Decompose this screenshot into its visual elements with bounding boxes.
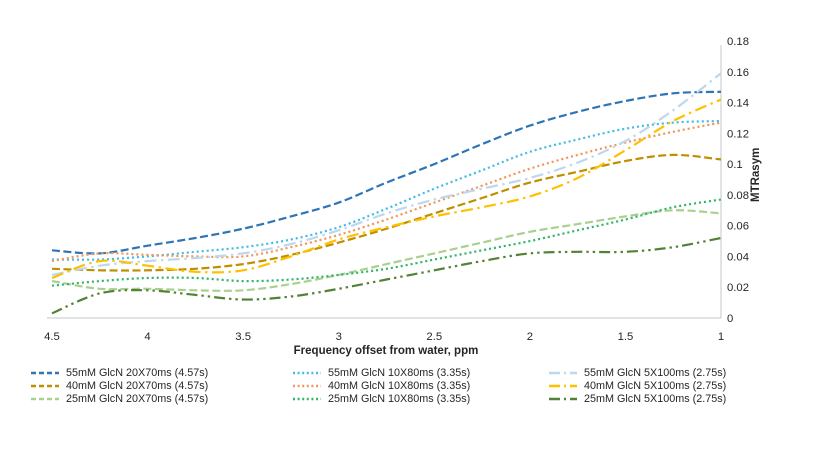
y-tick-label: 0.02 bbox=[727, 282, 749, 294]
legend-swatch-line bbox=[31, 371, 59, 375]
y-tick-label: 0.12 bbox=[727, 128, 749, 140]
series-line bbox=[51, 119, 722, 261]
y-tick-label: 0.08 bbox=[727, 190, 749, 202]
legend-item: 25mM GlcN 20X70ms (4.57s) bbox=[30, 393, 292, 405]
legend-item: 40mM GlcN 20X70ms (4.57s) bbox=[30, 380, 292, 392]
x-tick-label: 3 bbox=[336, 331, 342, 343]
legend-item: 55mM GlcN 10X80ms (3.35s) bbox=[292, 367, 548, 379]
y-tick-label: 0.16 bbox=[727, 67, 749, 79]
x-tick-label: 1 bbox=[718, 331, 724, 343]
legend-swatch-line bbox=[293, 371, 321, 375]
legend-swatch-line bbox=[549, 371, 577, 375]
x-tick-label: 2.5 bbox=[426, 331, 442, 343]
x-tick-label: 3.5 bbox=[235, 331, 251, 343]
legend-label: 25mM GlcN 20X70ms (4.57s) bbox=[66, 393, 209, 405]
mtr-chart: 0 0.02 0.04 0.06 0.08 0.1 0.12 0.14 0.16 0.18 4.5 4… bbox=[44, 36, 749, 343]
x-tick-label: 4.5 bbox=[44, 331, 60, 343]
legend-item: 55mM GlcN 5X100ms (2.75s) bbox=[548, 367, 805, 379]
x-tick-label: 4 bbox=[144, 331, 150, 343]
x-tick-label: 1.5 bbox=[618, 331, 634, 343]
series-line bbox=[51, 236, 722, 315]
legend-swatch-line bbox=[31, 384, 59, 388]
y-tick-label: 0.14 bbox=[727, 98, 749, 110]
legend-item: 55mM GlcN 20X70ms (4.57s) bbox=[30, 367, 292, 379]
legend-label: 40mM GlcN 5X100ms (2.75s) bbox=[584, 380, 727, 392]
series-line bbox=[51, 72, 722, 276]
y-axis-title: MTRasym bbox=[750, 147, 762, 203]
chart-legend: 55mM GlcN 20X70ms (4.57s) 55mM GlcN 10X80… bbox=[30, 367, 805, 405]
legend-label: 25mM GlcN 10X80ms (3.35s) bbox=[328, 393, 471, 405]
series-line bbox=[51, 98, 722, 280]
x-axis-title: Frequency offset from water, ppm bbox=[293, 345, 479, 357]
legend-label: 25mM GlcN 5X100ms (2.75s) bbox=[584, 393, 727, 405]
legend-swatch-line bbox=[293, 397, 321, 401]
legend-item: 25mM GlcN 5X100ms (2.75s) bbox=[548, 393, 805, 405]
series-line bbox=[51, 153, 722, 272]
y-tick-label: 0 bbox=[727, 313, 733, 325]
legend-swatch-line bbox=[31, 397, 59, 401]
y-tick-label: 0.04 bbox=[727, 251, 749, 263]
series-line bbox=[51, 198, 722, 287]
x-tick-label: 2 bbox=[527, 331, 533, 343]
legend-label: 40mM GlcN 20X70ms (4.57s) bbox=[66, 380, 209, 392]
series-line bbox=[51, 90, 722, 255]
series-line bbox=[51, 209, 722, 292]
legend-item: 40mM GlcN 5X100ms (2.75s) bbox=[548, 380, 805, 392]
legend-swatch-line bbox=[549, 397, 577, 401]
legend-swatch-line bbox=[293, 384, 321, 388]
y-tick-label: 0.06 bbox=[727, 221, 749, 233]
legend-label: 55mM GlcN 5X100ms (2.75s) bbox=[584, 367, 727, 379]
series-line bbox=[51, 121, 722, 263]
legend-item: 25mM GlcN 10X80ms (3.35s) bbox=[292, 393, 548, 405]
legend-label: 55mM GlcN 10X80ms (3.35s) bbox=[328, 367, 471, 379]
legend-swatch-line bbox=[549, 384, 577, 388]
legend-item: 40mM GlcN 10X80ms (3.35s) bbox=[292, 380, 548, 392]
y-tick-label: 0.18 bbox=[727, 36, 749, 48]
legend-label: 40mM GlcN 10X80ms (3.35s) bbox=[328, 380, 471, 392]
legend-label: 55mM GlcN 20X70ms (4.57s) bbox=[66, 367, 209, 379]
y-tick-label: 0.1 bbox=[727, 159, 743, 171]
